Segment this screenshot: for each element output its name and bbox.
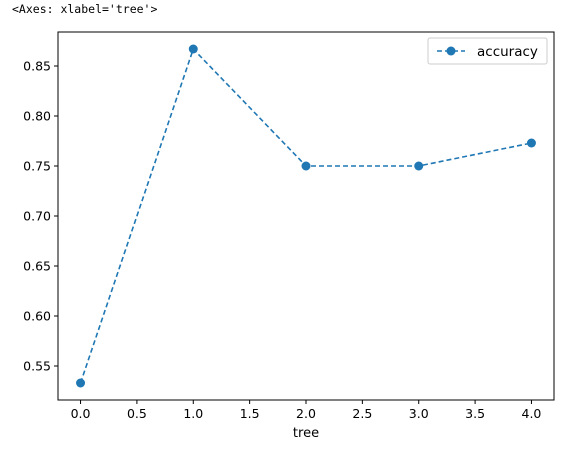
output-repr-text: <Axes: xlabel='tree'>	[12, 2, 158, 16]
x-tick-label: 3.5	[465, 406, 485, 421]
data-point	[414, 161, 424, 171]
data-point	[76, 378, 86, 388]
x-tick-label: 4.0	[522, 406, 542, 421]
x-tick-label: 2.5	[352, 406, 372, 421]
x-axis-label: tree	[293, 426, 319, 441]
legend: accuracy	[427, 37, 548, 65]
x-tick-label: 3.0	[409, 406, 429, 421]
plot-frame	[57, 31, 555, 401]
legend-box	[427, 37, 548, 65]
y-tick-label: 0.80	[23, 109, 51, 124]
y-tick-label: 0.55	[23, 359, 51, 374]
y-tick-label: 0.75	[23, 159, 51, 174]
x-tick-label: 1.0	[183, 406, 203, 421]
series-layer	[76, 44, 536, 388]
x-tick-label: 0.5	[127, 406, 147, 421]
x-tick-label: 0.0	[71, 406, 91, 421]
series-line-accuracy	[79, 47, 532, 384]
y-tick-label: 0.65	[23, 259, 51, 274]
y-tick-label: 0.85	[23, 59, 51, 74]
x-tick-label: 1.5	[240, 406, 260, 421]
y-tick-label: 0.60	[23, 309, 51, 324]
x-axis-ticks: 0.0 0.5 1.0 1.5 2.0 2.5 3.0 3.5 4.0	[71, 400, 542, 421]
legend-label-accuracy: accuracy	[477, 44, 538, 60]
legend-marker	[446, 46, 456, 56]
data-point	[188, 44, 198, 54]
x-tick-label: 2.0	[296, 406, 316, 421]
data-point	[301, 161, 311, 171]
data-point	[526, 138, 536, 148]
y-tick-label: 0.70	[23, 209, 51, 224]
y-axis-ticks: 0.55 0.60 0.65 0.70 0.75 0.80 0.85	[23, 59, 58, 374]
